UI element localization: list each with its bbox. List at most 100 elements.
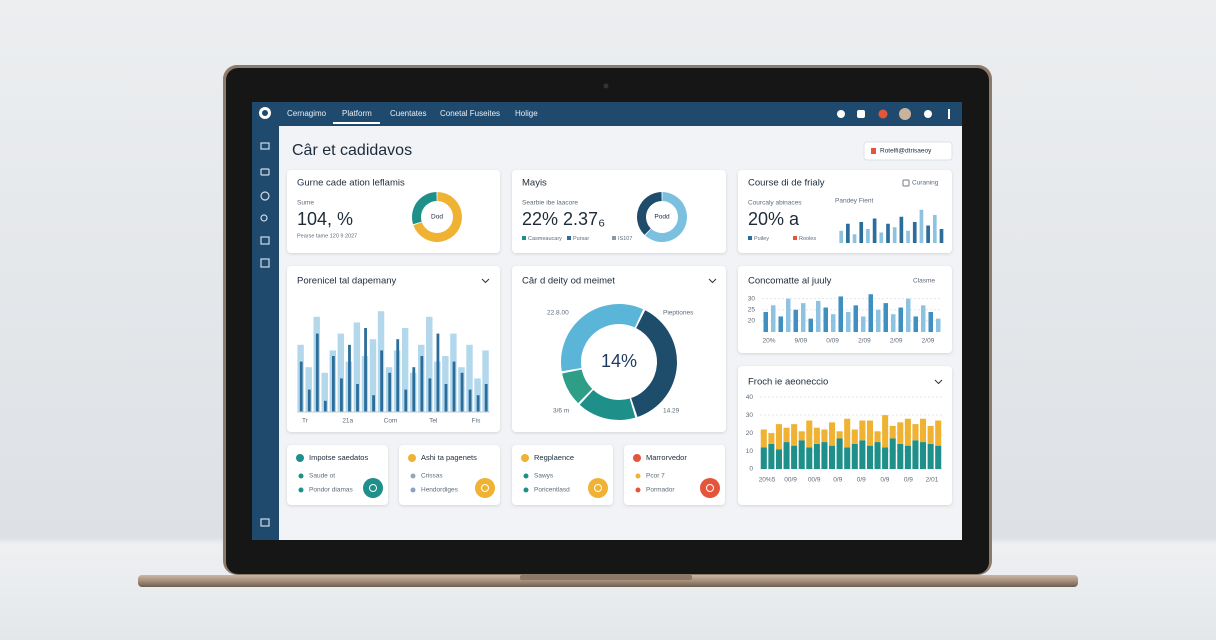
bar	[899, 216, 904, 243]
legend-swatch	[567, 236, 571, 240]
nav-item[interactable]: Cuentates	[390, 109, 426, 118]
bar	[426, 316, 433, 412]
bar-segment	[874, 431, 881, 443]
panel-title: Câr d deity od meimet	[522, 276, 615, 287]
kpi-action[interactable]: Curaning	[912, 180, 939, 187]
bar-segment	[920, 418, 927, 443]
sidebar-icon[interactable]	[260, 236, 270, 245]
chevron[interactable]	[708, 278, 717, 284]
nav-item[interactable]: Conetal Fuseites	[440, 109, 500, 118]
bar-segment	[851, 443, 858, 469]
bullet	[635, 473, 641, 479]
filter-button[interactable]	[863, 141, 953, 161]
bar-segment	[783, 442, 790, 469]
bar-segment	[813, 443, 820, 469]
toolbar-icon[interactable]	[837, 110, 845, 118]
panel-title: Porenicel tal dapemany	[297, 276, 397, 287]
bullet	[523, 473, 529, 479]
sidebar-icon[interactable]	[260, 214, 268, 222]
action-button[interactable]	[475, 478, 495, 498]
mini-card-item: Pormador	[646, 487, 675, 494]
donut-segment	[631, 310, 677, 417]
toolbar-icon[interactable]	[924, 110, 932, 118]
bar	[839, 230, 844, 243]
donut-segment	[562, 369, 593, 404]
bar-segment	[791, 445, 798, 469]
x-tick-label: 0/9	[833, 477, 842, 484]
bar-segment	[760, 429, 767, 448]
bar	[364, 328, 367, 412]
nav-item[interactable]: Cernagimo	[287, 109, 327, 118]
bar	[331, 356, 335, 412]
chevron[interactable]	[934, 379, 943, 385]
bar-segment	[829, 445, 836, 469]
menu-icon[interactable]	[948, 109, 950, 119]
sidebar-icon[interactable]	[260, 142, 270, 150]
donut-label: Podd	[654, 214, 670, 221]
toolbar-icon[interactable]	[857, 110, 865, 118]
bar	[436, 333, 440, 412]
action-button[interactable]	[700, 478, 720, 498]
legend-label: Casmeaucary	[528, 236, 562, 242]
y-tick-label: 20	[748, 318, 756, 325]
action-glyph	[594, 484, 602, 492]
bar-segment	[927, 425, 934, 444]
y-tick-label: 25	[748, 306, 756, 313]
bar	[808, 318, 813, 332]
x-tick-label: 2/01	[926, 477, 939, 484]
bar	[921, 305, 926, 332]
bar-segment	[821, 442, 828, 469]
bar	[323, 400, 327, 412]
y-tick-label: 20	[746, 430, 754, 437]
chart-title: Pandey Fient	[835, 198, 873, 205]
card	[287, 445, 388, 505]
bar	[356, 384, 359, 412]
kpi-value: 20% a	[748, 209, 800, 229]
bar	[936, 318, 941, 332]
mini-card-item: Pcor 7	[646, 473, 665, 480]
bar-segment	[859, 420, 866, 441]
avatar[interactable]	[899, 108, 911, 120]
bar	[452, 361, 456, 412]
bar-segment	[882, 415, 889, 448]
y-tick-label: 30	[748, 295, 756, 302]
mini-card-item: Sawys	[534, 473, 554, 480]
chevron[interactable]	[481, 278, 490, 284]
nav-item[interactable]: Platform	[342, 109, 372, 118]
bar	[912, 222, 917, 243]
y-tick-label: 30	[746, 412, 754, 419]
bar	[831, 314, 836, 332]
bar-segment	[768, 443, 775, 469]
nav-item[interactable]: Holige	[515, 109, 538, 118]
sidebar-icon[interactable]	[260, 191, 270, 201]
sidebar-icon[interactable]	[260, 258, 270, 268]
action-button[interactable]	[588, 478, 608, 498]
action-button[interactable]	[363, 478, 383, 498]
mini-card-title: Impotse saedatos	[309, 453, 368, 462]
toolbar-icons	[837, 108, 950, 120]
mini-card-item: Crissas	[421, 473, 443, 480]
mini-card-item: Hendordiges	[421, 487, 459, 494]
donut-segment	[579, 389, 636, 420]
bar-segment	[904, 445, 911, 469]
x-tick-label: Tel	[429, 418, 438, 425]
bullet	[298, 473, 304, 479]
bar	[859, 222, 864, 243]
panel-action[interactable]: Clasme	[913, 278, 935, 285]
sidebar-icon[interactable]	[260, 168, 270, 176]
donut-callout: Pieptiones	[663, 310, 694, 317]
x-tick-label: 21a	[342, 418, 353, 425]
donut-label: Dod	[431, 214, 443, 221]
donut-segment	[636, 192, 662, 235]
x-tick-label: 9/09	[794, 338, 807, 345]
sidebar-icon[interactable]	[260, 518, 270, 527]
kpi-subtitle: Searbie ibe laacore	[522, 200, 578, 207]
bar-segment	[791, 424, 798, 446]
bar	[460, 372, 464, 412]
bar	[801, 303, 806, 332]
bar	[466, 344, 473, 412]
toolbar-icon[interactable]	[878, 109, 888, 119]
x-tick-label: Tr	[302, 418, 309, 425]
y-tick-label: 10	[746, 448, 754, 455]
donut-callout: 3/6 m	[553, 408, 569, 415]
